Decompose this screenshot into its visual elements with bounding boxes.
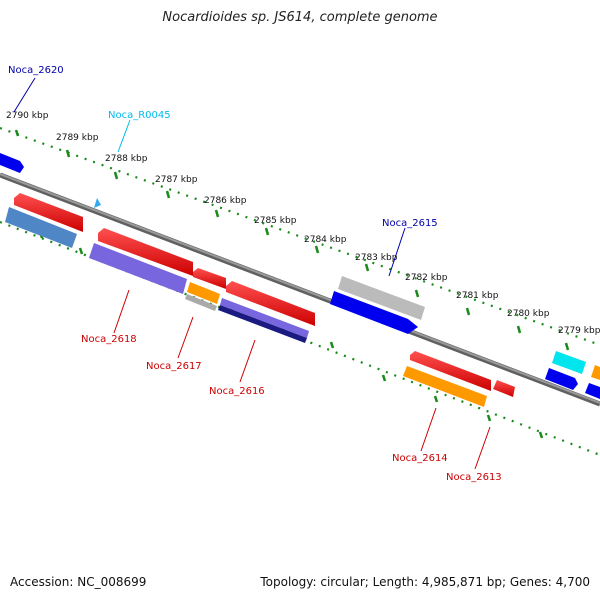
gene-label-noca-2613[interactable]: Noca_2613 — [446, 472, 502, 483]
kbp-label: 2779 kbp — [558, 326, 600, 336]
gene-label-noca-2615[interactable]: Noca_2615 — [382, 218, 438, 229]
gene-blue-right[interactable] — [545, 368, 578, 390]
gene-noca-2614[interactable] — [410, 351, 491, 391]
gene-label-noca-2617[interactable]: Noca_2617 — [146, 361, 202, 372]
gene-labels: Noca_2620 Noca_R0045 Noca_2615 Noca_2618… — [8, 65, 502, 483]
gene-label-noca-2620[interactable]: Noca_2620 — [8, 65, 64, 76]
gene-red[interactable] — [14, 193, 83, 232]
kbp-labels: 2790 kbp 2789 kbp 2788 kbp 2787 kbp 2786… — [6, 111, 600, 336]
genes[interactable] — [0, 153, 600, 407]
gene-label-noca-2616[interactable]: Noca_2616 — [209, 386, 265, 397]
map-title: Nocardioides sp. JS614, complete genome — [162, 10, 438, 25]
gene-purple-2[interactable] — [220, 298, 309, 338]
gene-noca-2615[interactable] — [330, 291, 418, 334]
kbp-label: 2782 kbp — [405, 273, 448, 283]
gene-steelblue[interactable] — [5, 207, 77, 248]
gene-purple[interactable] — [89, 243, 187, 294]
gene-red[interactable] — [98, 228, 193, 276]
gene-orange-edge[interactable] — [591, 365, 600, 380]
gene-blue-edge[interactable] — [585, 383, 600, 399]
kbp-label: 2783 kbp — [355, 253, 398, 263]
gene-gray-small[interactable] — [185, 294, 217, 311]
kbp-label: 2780 kbp — [507, 309, 550, 319]
gene-red[interactable] — [226, 281, 315, 326]
gene-orange-small[interactable] — [187, 282, 220, 304]
accession-text: Accession: NC_008699 — [10, 575, 147, 589]
gene-label-noca-r0045[interactable]: Noca_R0045 — [108, 110, 171, 121]
gene-label-noca-2618[interactable]: Noca_2618 — [81, 334, 137, 345]
genome-backbone — [0, 172, 600, 407]
kbp-ticks — [14, 129, 570, 351]
kbp-label: 2789 kbp — [56, 133, 99, 143]
gene-orange[interactable] — [403, 366, 487, 407]
label-leaders — [13, 77, 491, 470]
kbp-label: 2786 kbp — [204, 196, 247, 206]
gene-noca-r0045-arrow[interactable] — [94, 198, 101, 208]
gene-label-noca-2614[interactable]: Noca_2614 — [392, 453, 448, 464]
gene-blue-left[interactable] — [0, 153, 24, 173]
gene-red[interactable] — [193, 268, 226, 289]
gene-noca-2613[interactable] — [493, 380, 515, 397]
gene-cyan[interactable] — [552, 351, 586, 374]
kbp-label: 2790 kbp — [6, 111, 49, 121]
kbp-label: 2787 kbp — [155, 175, 198, 185]
scale-line-upper — [0, 126, 600, 347]
kbp-label: 2785 kbp — [254, 216, 297, 226]
kbp-label: 2788 kbp — [105, 154, 148, 164]
kbp-label: 2784 kbp — [304, 235, 347, 245]
kbp-label: 2781 kbp — [456, 291, 499, 301]
gene-gray[interactable] — [338, 276, 425, 320]
gene-navy[interactable] — [218, 305, 307, 343]
topology-text: Topology: circular; Length: 4,985,871 bp… — [260, 575, 590, 589]
